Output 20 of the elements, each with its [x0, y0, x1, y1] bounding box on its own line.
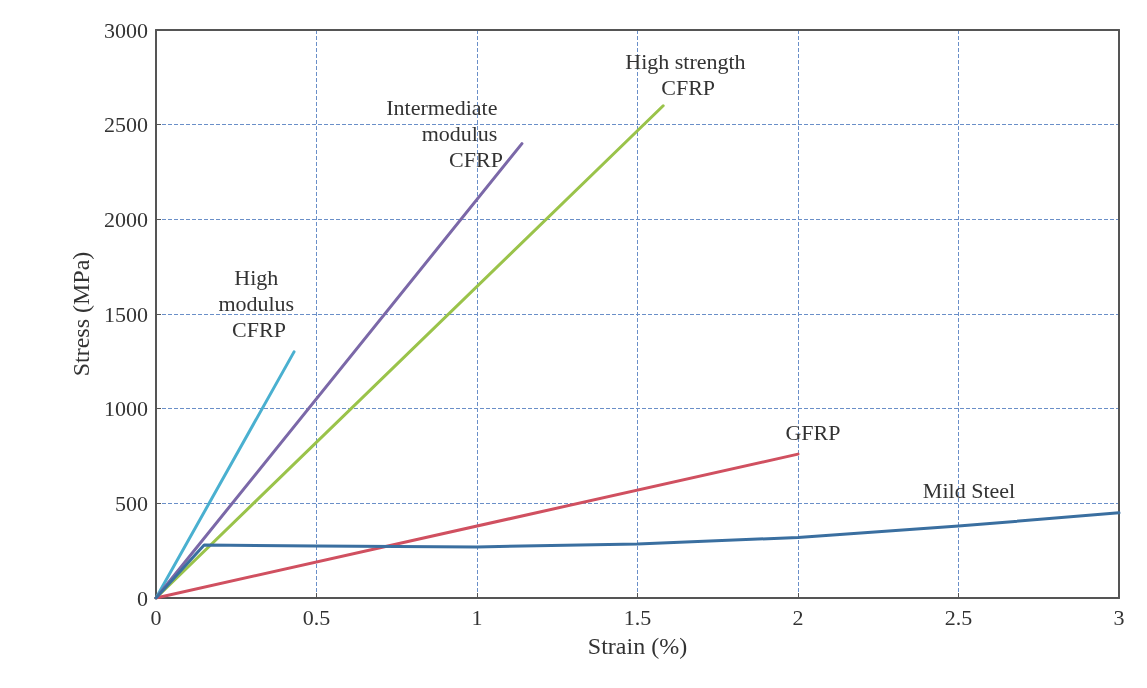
x-tick-label: 1.5: [623, 604, 652, 630]
x-tick-label: 1: [471, 604, 483, 630]
x-tick-label: 3: [1113, 604, 1125, 630]
y-tick-label: 500: [115, 490, 148, 516]
x-tick-label: 2: [792, 604, 804, 630]
series-label: Intermediate modulus CFRP: [386, 95, 503, 173]
series-label: High strength CFRP: [625, 49, 752, 101]
y-tick-label: 2000: [104, 206, 148, 232]
series-label: High modulus CFRP: [218, 265, 300, 343]
x-tick-label: 0.5: [302, 604, 331, 630]
y-axis-title: Stress (MPa): [68, 251, 95, 377]
y-tick-label: 1000: [104, 396, 148, 422]
y-tick-label: 2500: [104, 112, 148, 138]
y-tick-label: 3000: [104, 17, 148, 43]
series-label: GFRP: [785, 419, 841, 445]
y-tick-label: 1500: [104, 301, 148, 327]
x-tick-label: 2.5: [944, 604, 973, 630]
x-axis-title: Strain (%): [587, 633, 688, 659]
series-label: Mild Steel: [922, 478, 1016, 504]
y-tick-label: 0: [137, 585, 148, 611]
